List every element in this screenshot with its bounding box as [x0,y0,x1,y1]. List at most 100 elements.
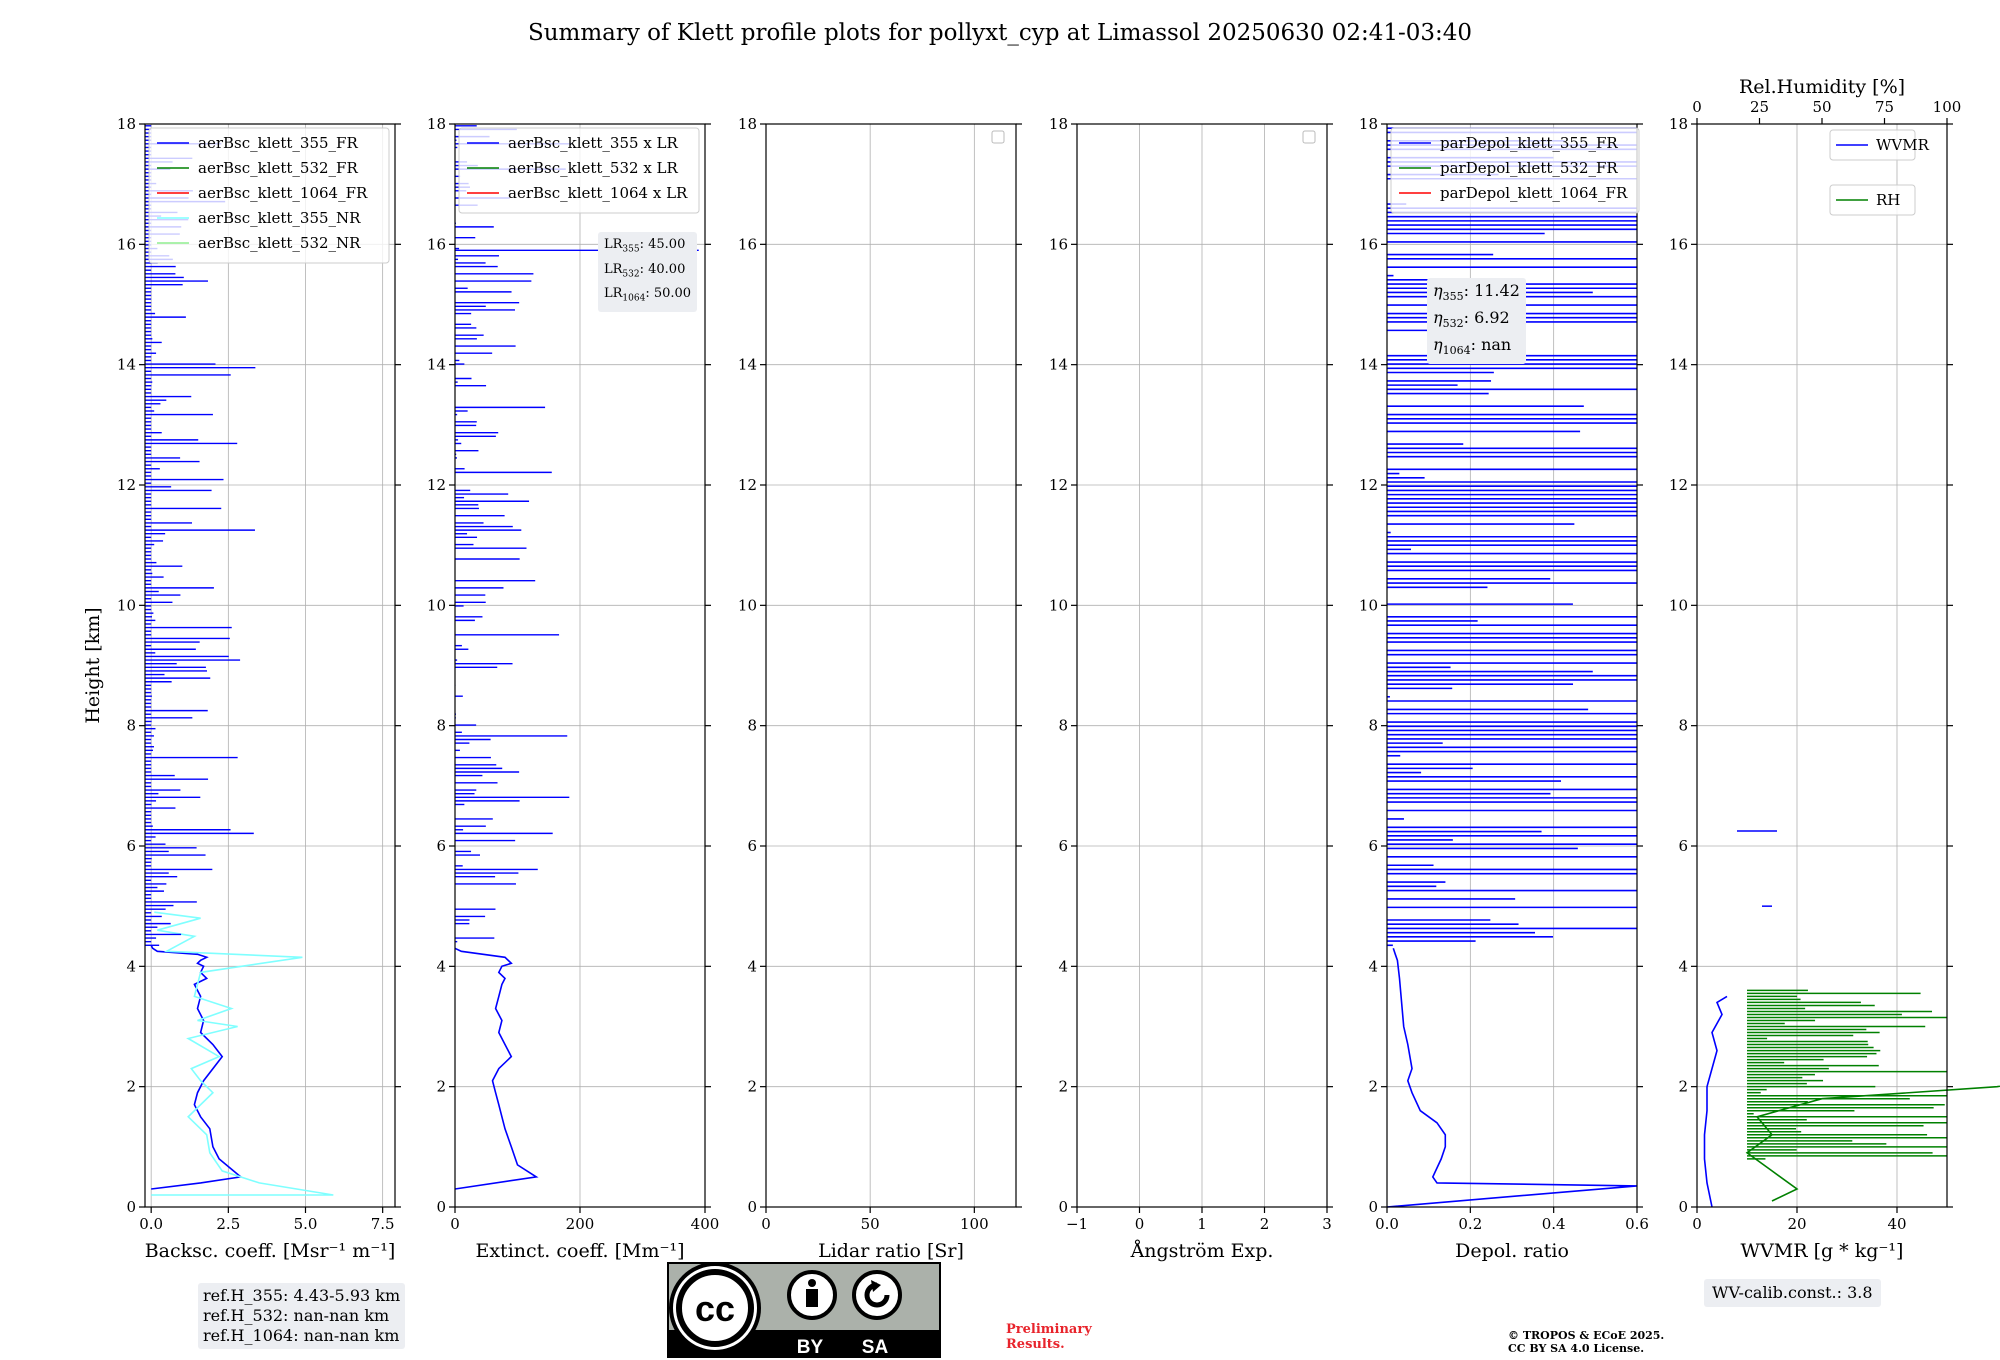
y-tick-label: 18 [738,115,757,133]
y-tick-label: 18 [427,115,446,133]
preliminary-line-1: Preliminary [1006,1322,1092,1337]
x-tick-label: 0.6 [1625,1215,1649,1233]
y-tick-label: 14 [1669,356,1688,374]
legend-entry: aerBsc_klett_355 x LR [508,134,679,152]
lr-sub-1064: 1064 [622,293,646,304]
eta-1064-value: : nan [1470,335,1512,355]
y-tick-label: 14 [117,356,136,374]
eta-symbol: η [1433,308,1443,328]
x-axis-label: Ångström Exp. [1130,1240,1274,1262]
y-tick-label: 16 [1669,235,1688,253]
share-alike-arc [864,1282,890,1308]
legend-entry: RH [1876,191,1900,209]
ref-height-355: ref.H_355: 4.43-5.93 km [203,1286,401,1305]
x-top-tick-label: 75 [1875,98,1894,116]
y-tick-label: 12 [117,476,136,494]
by-text: BY [797,1337,824,1358]
y-tick-label: 2 [126,1078,136,1096]
legend-entry: aerBsc_klett_1064_FR [198,184,368,202]
y-tick-label: 10 [1359,596,1378,614]
legend-box [1390,127,1640,214]
series-line-aerBsc_klett_355 x LR [454,947,539,1190]
y-tick-label: 4 [1678,957,1688,975]
sa-text: SA [862,1337,889,1358]
lr-label: LR [604,261,623,277]
y-tick-label: 12 [1359,476,1378,494]
y-tick-label: 18 [1359,115,1378,133]
lr-sub-532: 532 [622,269,640,280]
attribution-head [808,1279,816,1287]
share-alike-icon [852,1270,902,1320]
x-tick-label: −1 [1066,1215,1088,1233]
panel-backscatter: 0 2 4 6 8 10 12 14 16 18 0.0 2.5 5.0 7.5 Backsc. coeff… [82,115,401,1262]
y-tick-label: 14 [738,356,757,374]
x-tick-label: 5.0 [294,1215,318,1233]
reference-height-box: ref.H_355: 4.43-5.93 km ref.H_532: nan-n… [198,1283,406,1349]
legend-entry: parDepol_klett_355_FR [1440,134,1618,152]
y-tick-label: 4 [1058,957,1068,975]
x-top-tick-label: 50 [1812,98,1831,116]
x-top-axis-label: Rel.Humidity [%] [1739,76,1905,98]
legend-box [1829,184,1916,216]
legend-entry: aerBsc_klett_355_NR [198,209,361,227]
y-tick-label: 12 [427,476,446,494]
legend-entry: parDepol_klett_532_FR [1440,159,1618,177]
y-tick-label: 18 [1049,115,1068,133]
figure-title: Summary of Klett profile plots for polly… [527,20,1473,46]
y-tick-label: 4 [747,957,757,975]
y-tick-label: 16 [1359,235,1378,253]
panel-lidar-ratio: 0 2 4 6 8 10 12 14 16 18 0 50 100 Lidar ratio [Sr] [738,115,1022,1262]
y-tick-label: 10 [1049,596,1068,614]
x-tick-label: 1 [1197,1215,1207,1233]
legend-entry: aerBsc_klett_532_NR [198,234,361,252]
legend-entry: WVMR [1876,136,1930,154]
legend-entry: aerBsc_klett_1064 x LR [508,184,688,202]
x-axis-label: Extinct. coeff. [Mm⁻¹] [475,1240,684,1262]
lidar-ratio-box: LR355: 45.00 LR532: 40.00 LR1064: 50.00 [598,232,698,312]
x-tick-label: 200 [566,1215,595,1233]
y-tick-label: 4 [1368,957,1378,975]
copyright-line-2: CC BY SA 4.0 License. [1508,1342,1645,1355]
x-tick-label: 2 [1260,1215,1270,1233]
y-tick-label: 10 [738,596,757,614]
x-tick-label: 2.5 [216,1215,240,1233]
x-tick-label: 3 [1322,1215,1332,1233]
y-tick-label: 8 [126,717,136,735]
y-tick-label: 2 [436,1078,446,1096]
legend-box [148,127,390,264]
axes-frame [144,123,396,1208]
y-tick-label: 0 [1058,1198,1068,1216]
empty-legend [991,130,1005,144]
legend-box [458,127,700,214]
x-tick-label: 20 [1787,1215,1806,1233]
lr-532-value: : 40.00 [639,261,686,277]
y-tick-label: 8 [1058,717,1068,735]
attribution-body [806,1289,818,1307]
y-tick-label: 16 [117,235,136,253]
y-tick-label: 12 [738,476,757,494]
panel-extinction: 0 2 4 6 8 10 12 14 16 18 0 200 400 Extinct. coeff. [M… [427,115,719,1262]
legend-entry: aerBsc_klett_532 x LR [508,159,679,177]
y-tick-label: 4 [126,957,136,975]
x-tick-label: 0 [450,1215,460,1233]
x-axis-label: Depol. ratio [1455,1240,1569,1262]
x-tick-label: 40 [1887,1215,1906,1233]
copyright-line-1: © TROPOS & ECoE 2025. [1508,1329,1665,1342]
y-tick-label: 8 [1678,717,1688,735]
eta-sub-532: 532 [1442,317,1464,331]
x-tick-label: 0 [1135,1215,1145,1233]
lr-label: LR [604,237,623,252]
legend-entry: parDepol_klett_1064_FR [1440,184,1628,202]
y-tick-label: 6 [1058,837,1068,855]
y-tick-label: 2 [1058,1078,1068,1096]
cc-by-sa-badge: cc BY SA [667,1262,941,1358]
x-top-tick-label: 100 [1933,98,1962,116]
x-top-tick-label: 0 [1692,98,1702,116]
eta-532-value: : 6.92 [1463,308,1510,328]
y-tick-label: 10 [427,596,446,614]
series-line-aerBsc_klett_355_FR [150,944,243,1190]
series-line-parDepol_klett_355_FR [1386,948,1638,1208]
series-line-aerBsc_klett_355_NR [151,911,334,1196]
